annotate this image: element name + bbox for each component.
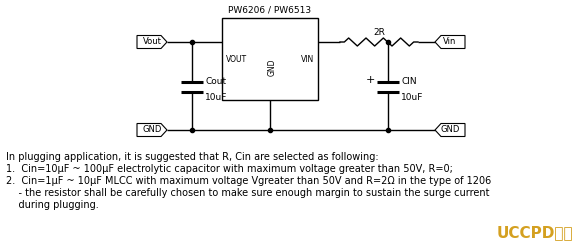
Text: during plugging.: during plugging.: [6, 200, 99, 210]
Text: Cout: Cout: [205, 76, 226, 86]
Polygon shape: [137, 36, 167, 49]
Text: GND: GND: [142, 125, 162, 135]
Text: 1.  Cin=10μF ~ 100μF electrolytic capacitor with maximum voltage greater than 50: 1. Cin=10μF ~ 100μF electrolytic capacit…: [6, 164, 453, 174]
Text: 10uF: 10uF: [205, 93, 228, 101]
Text: CIN: CIN: [401, 76, 417, 86]
Text: GND: GND: [440, 125, 460, 135]
Text: 2R: 2R: [373, 28, 385, 37]
Polygon shape: [137, 123, 167, 136]
Text: PW6206 / PW6513: PW6206 / PW6513: [229, 6, 312, 15]
Bar: [222, 18, 318, 100]
Polygon shape: [435, 123, 465, 136]
Text: 10uF: 10uF: [401, 93, 423, 101]
Text: - the resistor shall be carefully chosen to make sure enough margin to sustain t: - the resistor shall be carefully chosen…: [6, 188, 489, 198]
Text: GND: GND: [267, 58, 277, 76]
Polygon shape: [435, 36, 465, 49]
Text: Vin: Vin: [444, 37, 457, 47]
Text: UCCPD论坛: UCCPD论坛: [496, 225, 573, 240]
Text: VOUT: VOUT: [226, 54, 247, 63]
Text: VIN: VIN: [301, 54, 314, 63]
Text: 2.  Cin=1μF ~ 10μF MLCC with maximum voltage Vgreater than 50V and R=2Ω in the t: 2. Cin=1μF ~ 10μF MLCC with maximum volt…: [6, 176, 491, 186]
Text: +: +: [365, 75, 375, 85]
Text: In plugging application, it is suggested that R, Cin are selected as following:: In plugging application, it is suggested…: [6, 152, 379, 162]
Text: Vout: Vout: [142, 37, 162, 47]
